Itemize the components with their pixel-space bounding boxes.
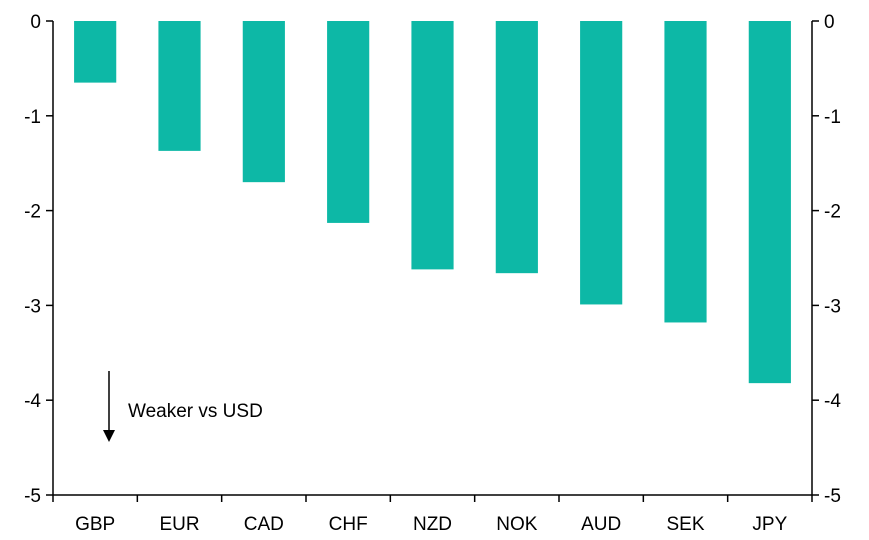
y-tick-label-left: 0 xyxy=(30,12,41,33)
y-tick-label-left: -2 xyxy=(24,202,41,223)
x-tick-label-gbp: GBP xyxy=(75,514,115,535)
x-tick-label-jpy: JPY xyxy=(752,514,787,535)
y-tick-label-right: -1 xyxy=(824,107,841,128)
x-tick-label-nok: NOK xyxy=(496,514,538,535)
bar-gbp xyxy=(74,21,117,83)
weaker-arrow-head xyxy=(103,430,115,442)
y-tick-label-right: 0 xyxy=(824,12,835,33)
bar-aud xyxy=(580,21,623,305)
x-tick-label-aud: AUD xyxy=(581,514,621,535)
bar-nzd xyxy=(411,21,454,270)
annotation-group: Weaker vs USD xyxy=(103,371,263,442)
weaker-annotation-label: Weaker vs USD xyxy=(128,401,263,422)
bar-eur xyxy=(158,21,201,151)
bar-nok xyxy=(495,21,538,274)
x-tick-label-nzd: NZD xyxy=(413,514,452,535)
x-tick-label-eur: EUR xyxy=(159,514,199,535)
axes-group xyxy=(46,20,819,502)
bar-jpy xyxy=(748,21,791,384)
bar-cad xyxy=(242,21,285,183)
y-tick-label-left: -5 xyxy=(24,486,41,507)
labels-group: 0 0 -1 -1 -2 -2 -3 -3 -4 -4 -5 -5 GBP EUR CAD CHF NZD NOK… xyxy=(24,12,841,535)
bar-sek xyxy=(664,21,707,323)
x-tick-label-sek: SEK xyxy=(666,514,704,535)
bar-chf xyxy=(327,21,370,223)
y-tick-label-left: -3 xyxy=(24,296,41,317)
y-tick-label-left: -4 xyxy=(24,391,41,412)
y-tick-label-right: -3 xyxy=(824,296,841,317)
y-tick-label-right: -5 xyxy=(824,486,841,507)
x-tick-label-cad: CAD xyxy=(244,514,284,535)
bars-group xyxy=(74,21,791,384)
y-tick-label-left: -1 xyxy=(24,107,41,128)
y-tick-label-right: -2 xyxy=(824,202,841,223)
x-tick-label-chf: CHF xyxy=(329,514,368,535)
y-tick-label-right: -4 xyxy=(824,391,841,412)
